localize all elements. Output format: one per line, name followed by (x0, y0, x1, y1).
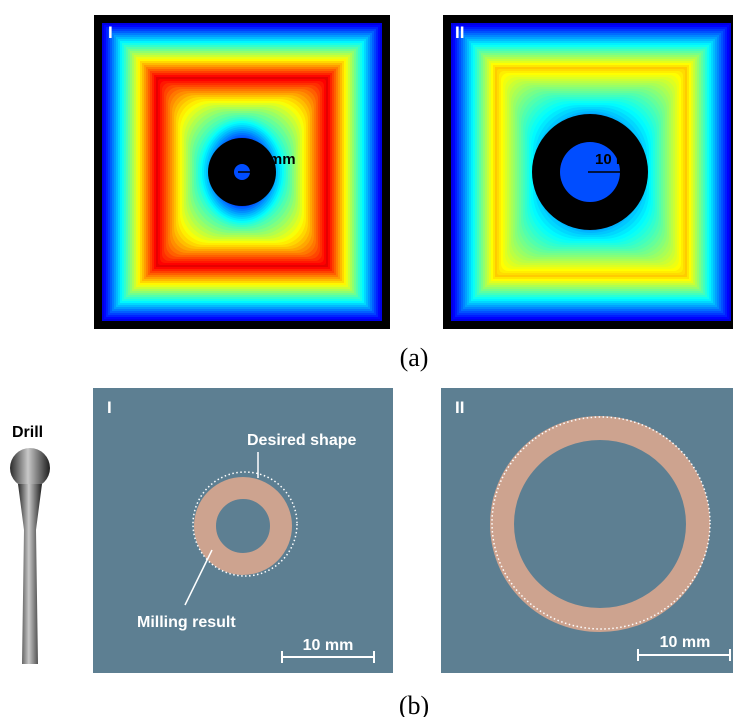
scale-label: 10 mm (303, 637, 354, 654)
drill-image (0, 440, 60, 664)
scale-label: 10 mm (660, 634, 711, 651)
annotation: Desired shape (247, 432, 356, 449)
scale-label: 10 mm (248, 151, 296, 168)
caption: (a) (400, 343, 429, 372)
panel-label: I (107, 398, 112, 417)
drill-label: Drill (12, 424, 43, 441)
panel-label: I (108, 23, 113, 42)
panel-label: II (455, 398, 464, 417)
figure: I II 10 mm 10 mm (a) Drill I Desired sha… (0, 0, 733, 717)
annotation: Milling result (137, 614, 236, 631)
panel-label: II (455, 23, 464, 42)
scale-label: 10 mm (595, 151, 643, 168)
caption: (b) (399, 691, 429, 717)
